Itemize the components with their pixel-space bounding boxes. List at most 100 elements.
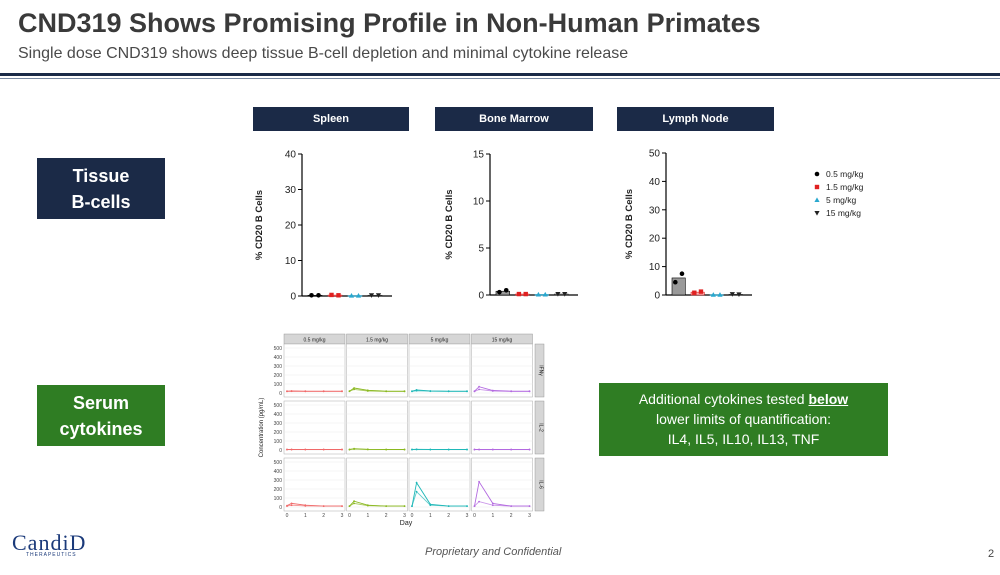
cytokine-point — [348, 505, 351, 507]
point-15-mg-kg — [368, 293, 375, 298]
facet-panel — [346, 343, 408, 398]
callout-line3: IL4, IL5, IL10, IL13, TNF — [667, 431, 820, 447]
y-tick-label: 300 — [274, 364, 283, 370]
y-tick-label: 0 — [279, 391, 282, 397]
y-tick-label: 10 — [649, 262, 661, 273]
x-tick-label: 3 — [341, 513, 344, 519]
point-1-5-mg-kg — [698, 289, 704, 294]
x-tick-label: 0 — [473, 513, 476, 519]
y-tick-label: 100 — [274, 496, 283, 502]
cytokine-point — [403, 448, 406, 451]
y-tick-label: 0 — [654, 291, 660, 302]
facet-panel — [283, 400, 346, 455]
cytokine-point — [473, 448, 476, 451]
x-tick-label: 1 — [491, 513, 494, 519]
cytokine-point — [290, 390, 293, 393]
panel-header-lymph-node: Lymph Node — [617, 107, 774, 131]
cytokine-point — [473, 390, 476, 393]
cytokine-point — [528, 448, 531, 451]
facet-panel — [408, 400, 471, 455]
cytokine-point — [353, 448, 355, 450]
cytokine-point — [510, 505, 513, 507]
cytokine-point — [411, 448, 413, 451]
legend-marker — [814, 171, 820, 177]
bar-15-mg-kg — [554, 293, 569, 296]
point-5-mg-kg — [535, 291, 542, 297]
cytokine-facet-chart: 0.5 mg/kg 1.5 mg/kg 5 mg/kg 15 mg/kgIFNγ010… — [259, 333, 545, 527]
facet-header-label: 5 mg/kg — [431, 338, 449, 344]
y-tick-label: 0 — [478, 291, 484, 302]
bar-1-5-mg-kg — [690, 291, 705, 296]
x-tick-label: 2 — [510, 513, 513, 519]
legend-label: 0.5 mg/kg — [826, 169, 864, 179]
cytokine-point — [286, 448, 288, 451]
y-axis-label: % CD20 B Cells — [254, 190, 265, 260]
cytokine-point — [353, 388, 355, 391]
logo-text: CandiD — [12, 530, 87, 555]
cytokine-point — [466, 390, 468, 393]
x-tick-label: 0 — [348, 513, 351, 519]
cytokine-point — [385, 505, 388, 507]
company-logo: CandiD THERAPEUTICS — [12, 530, 86, 558]
point-15-mg-kg — [736, 292, 742, 298]
cytokine-point — [366, 448, 369, 451]
cytokine-point — [322, 390, 325, 393]
cytokine-point — [478, 448, 480, 451]
cytokine-point — [473, 505, 476, 507]
x-tick-label: 2 — [322, 513, 325, 519]
point-5-mg-kg — [542, 291, 548, 297]
y-tick-label: 500 — [274, 460, 283, 466]
cytokine-point — [415, 389, 418, 392]
cytokine-point — [447, 505, 450, 507]
facet-panel — [283, 457, 346, 512]
y-tick-label: 10 — [285, 256, 297, 267]
cytokine-point — [466, 505, 468, 507]
cytokine-point — [491, 390, 494, 392]
bar-5-mg-kg — [534, 294, 549, 296]
point-1-5-mg-kg — [523, 291, 528, 297]
cytokine-callout: Additional cytokines tested below lower … — [599, 383, 888, 456]
point-5-mg-kg — [710, 292, 716, 297]
y-tick-label: 30 — [649, 205, 661, 216]
cytokine-point — [290, 502, 293, 505]
cytokine-point — [366, 504, 369, 507]
tissue-chart-0: 0 10 20 30 40 % CD20 B Cells — [254, 150, 392, 303]
point-1-5-mg-kg — [692, 290, 697, 295]
serum-label-line1: Serum — [72, 392, 130, 413]
callout-line2: lower limits of quantification: — [655, 411, 832, 427]
bar-5-mg-kg — [347, 295, 363, 297]
point-5-mg-kg — [717, 292, 723, 297]
slide-title: CND319 Shows Promising Profile in Non-Hu… — [18, 8, 761, 38]
facet-header-label: 0.5 mg/kg — [304, 338, 326, 344]
x-tick-label: 3 — [403, 513, 406, 519]
y-tick-label: 5 — [478, 244, 484, 255]
cytokine-point — [322, 448, 325, 451]
point-15-mg-kg — [562, 292, 568, 297]
y-tick-label: 400 — [274, 412, 283, 418]
tissue-chart-2: 0 10 20 30 40 50 % CD20 B Cells 0.5 mg/kg 1.5 mg… — [624, 149, 864, 302]
header-rule — [0, 73, 1000, 76]
tissue-label-line2: B-cells — [71, 191, 131, 212]
y-tick-label: 10 — [473, 197, 485, 208]
y-tick-label: 500 — [274, 346, 283, 352]
cytokine-point — [491, 448, 494, 451]
x-tick-label: 1 — [366, 513, 369, 519]
y-tick-label: 40 — [649, 177, 661, 188]
y-tick-label: 300 — [274, 421, 283, 427]
cytokine-point — [353, 502, 355, 505]
bar-5-mg-kg — [709, 294, 724, 296]
y-tick-label: 50 — [649, 149, 661, 160]
y-axis-label: Concentration (pg/mL) — [259, 398, 265, 458]
cytokine-point — [478, 500, 480, 503]
cytokine-point — [447, 448, 450, 451]
cytokine-point — [366, 390, 369, 392]
bar-15-mg-kg — [728, 293, 743, 296]
y-tick-label: 15 — [473, 150, 485, 161]
facet-row-label: IL-2 — [538, 423, 544, 432]
y-tick-label: 400 — [274, 469, 283, 475]
legend-marker — [814, 184, 820, 190]
cytokine-point — [528, 505, 531, 507]
point-5-mg-kg — [348, 293, 355, 298]
legend-label: 1.5 mg/kg — [826, 182, 864, 192]
cytokine-point — [411, 505, 413, 507]
